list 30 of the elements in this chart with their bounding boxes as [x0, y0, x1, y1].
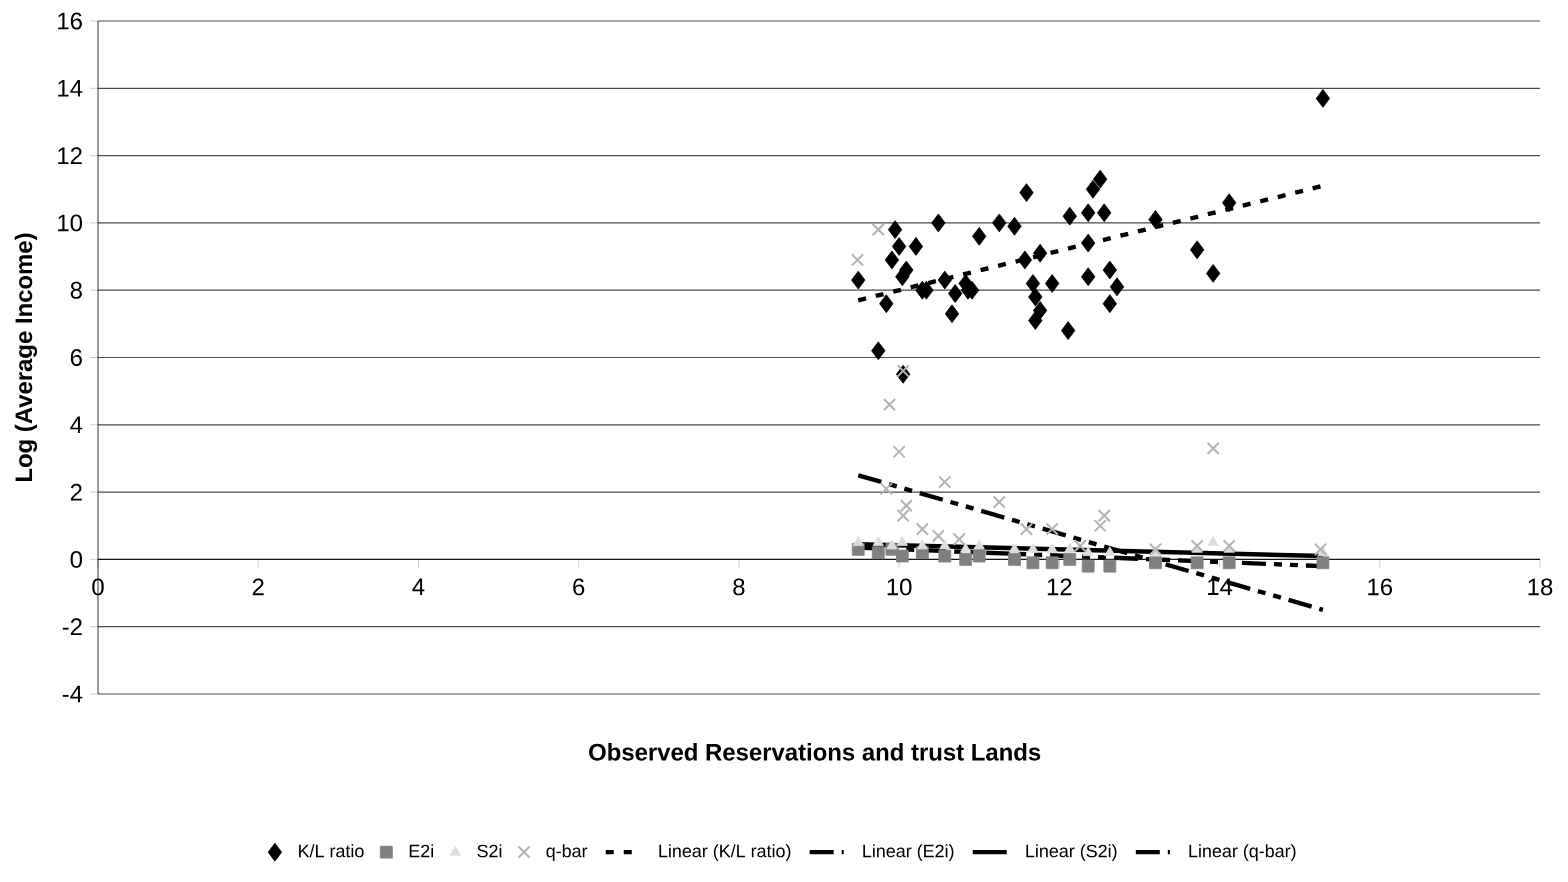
y-tick-label: 2	[70, 483, 82, 501]
x-tick-label: 2	[252, 578, 264, 596]
x-tick-label: 8	[733, 578, 745, 596]
y-tick-label: 12	[58, 147, 82, 164]
y-tick-label: 0	[70, 550, 83, 568]
legend-label: S2i	[477, 844, 502, 858]
legend-label: q-bar	[546, 844, 588, 861]
legend-label: Linear (K/L ratio)	[659, 844, 791, 861]
x-tick-label: 6	[573, 578, 585, 596]
x-tick-label: 10	[887, 578, 912, 596]
legend-label: K/L ratio	[299, 844, 364, 858]
y-tick-label: 16	[58, 12, 82, 30]
x-axis-title: Observed Reservations and trust Lands	[589, 743, 1041, 761]
x-tick-label: 4	[412, 578, 425, 595]
y-tick-label: 4	[70, 416, 83, 434]
legend-label: Linear (S2i)	[1026, 844, 1117, 861]
y-axis-title: Log (Average Income)	[14, 233, 38, 482]
y-tick-label: 10	[58, 214, 83, 232]
legend-label: Linear (q-bar)	[1189, 844, 1296, 861]
x-tick-label: 16	[1368, 578, 1393, 596]
x-tick-label: 12	[1047, 578, 1072, 596]
y-tick-label: -2	[62, 618, 82, 636]
y-tick-label: -4	[62, 685, 83, 703]
x-tick-label: 0	[92, 578, 104, 596]
y-tick-label: 14	[58, 80, 83, 97]
y-tick-label: 6	[70, 349, 82, 366]
legend-label: E2i	[409, 844, 434, 858]
legend-label: Linear (E2i)	[863, 844, 954, 861]
x-tick-label: 18	[1528, 578, 1553, 596]
y-tick-label: 8	[70, 281, 82, 299]
